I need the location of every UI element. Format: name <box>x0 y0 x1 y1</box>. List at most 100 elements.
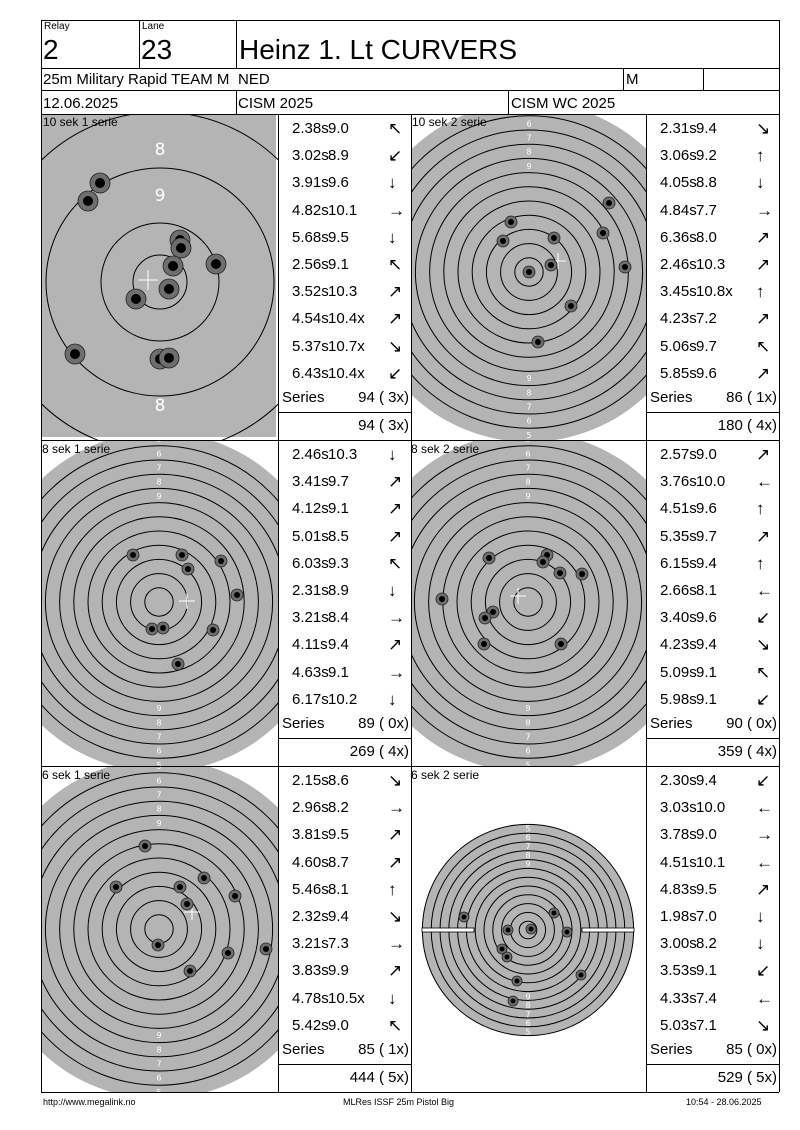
target-ring <box>130 900 188 958</box>
ring-number: 5 <box>525 1028 530 1037</box>
target-ring <box>471 214 587 330</box>
shot-time: 2.38s <box>292 120 329 137</box>
shot-hole-core <box>551 235 557 241</box>
ring-number: 6 <box>526 417 531 426</box>
series-label: Series <box>282 1041 325 1058</box>
shot-hole-core <box>218 558 224 564</box>
shot-direction-icon: ↙ <box>388 146 403 166</box>
shot-score: 9.6 <box>696 500 717 518</box>
shot-score: 10.4x <box>328 310 365 328</box>
shot-direction-icon: ↑ <box>756 282 765 302</box>
shot-time: 3.21s <box>292 609 329 627</box>
shot-time: 6.36s <box>660 228 697 246</box>
shot-time: 2.46s <box>292 446 329 463</box>
ring-number: 6 <box>156 776 161 785</box>
shot-hole-core <box>508 219 514 225</box>
shot-time: 1.98s <box>660 908 697 925</box>
shot-hole-core <box>179 552 185 558</box>
panel-label: 10 sek 2 serie <box>412 115 487 129</box>
shot-hole-core <box>500 238 506 244</box>
shot-score: 7.3 <box>328 935 349 953</box>
shot-hole-core <box>95 178 105 188</box>
target-ring <box>42 800 278 1058</box>
ring-number: 8 <box>156 1045 161 1054</box>
shot-score: 10.3 <box>696 256 726 273</box>
shot-score: 9.1 <box>328 256 349 273</box>
shot-score: 8.2 <box>696 935 717 953</box>
shot-direction-icon: ↗ <box>388 961 403 981</box>
shot-time: 2.96s <box>292 799 329 817</box>
shot-hole-core <box>461 914 467 920</box>
shot-score: 10.0 <box>696 799 726 817</box>
target-ring <box>412 473 646 731</box>
shot-time: 5.46s <box>292 880 329 898</box>
shot-direction-icon: ↙ <box>756 689 771 709</box>
ring-number: 8 <box>526 388 531 397</box>
shot-direction-icon: ↖ <box>756 662 771 682</box>
shot-hole-core <box>557 570 563 576</box>
target-ring <box>144 587 174 617</box>
nation: NED <box>238 71 270 88</box>
shot-score: 9.5 <box>328 228 349 246</box>
shot-hole-core <box>211 259 221 269</box>
shot-direction-icon: ↑ <box>756 553 765 573</box>
shot-hole-core <box>490 609 496 615</box>
shot-score: 8.2 <box>328 799 349 817</box>
shot-direction-icon: ← <box>756 798 773 818</box>
shot-hole-core <box>568 303 574 309</box>
target-ring <box>42 772 278 1086</box>
shot-direction-icon: → <box>388 934 405 954</box>
ring-number: 8 <box>525 1001 530 1010</box>
shot-hole-core <box>551 910 557 916</box>
shot-time: 3.02s <box>292 147 329 165</box>
ring-number: 9 <box>525 860 530 869</box>
panel-label: 10 sek 1 serie <box>43 115 118 129</box>
target-ring <box>100 222 220 342</box>
shot-score: 10.0 <box>696 473 726 491</box>
target-ring <box>412 459 646 745</box>
ring-number: 6 <box>525 1019 530 1028</box>
shot-hole-core <box>168 261 178 271</box>
shot-score: 9.7 <box>696 527 717 545</box>
ring-number: 9 <box>156 492 161 501</box>
shot-hole-core <box>481 641 487 647</box>
shot-time: 5.01s <box>292 527 329 545</box>
shot-score: 8.1 <box>328 880 349 898</box>
ring-number: 7 <box>525 464 530 473</box>
shot-hole-core <box>234 592 240 598</box>
target-ring <box>45 167 275 397</box>
ring-number: 9 <box>525 992 530 1001</box>
running-total: 359 ( 4x) <box>717 743 777 760</box>
shot-time: 3.40s <box>660 609 697 627</box>
shot-time: 6.03s <box>292 554 329 572</box>
shot-hole-core <box>526 269 532 275</box>
shot-direction-icon: ↗ <box>756 445 771 464</box>
target-6sek-1: 5 5 6 6 7 7 8 8 9 9 <box>42 767 278 1092</box>
shot-time: 2.66s <box>660 582 697 599</box>
shot-hole-core <box>579 571 585 577</box>
ring-number: 7 <box>156 733 161 742</box>
shot-score: 9.4 <box>696 636 717 654</box>
shot-score: 9.0 <box>696 826 717 844</box>
shot-score: 9.0 <box>328 1016 349 1034</box>
shot-time: 4.33s <box>660 989 697 1007</box>
shot-direction-icon: → <box>388 200 405 220</box>
target-ring <box>59 502 259 702</box>
shot-direction-icon: ↗ <box>388 499 403 519</box>
shot-hole-core <box>499 946 505 952</box>
ring-number: 8 <box>525 718 530 727</box>
target-8sek-2: 5 5 6 6 7 7 8 8 9 9 <box>412 441 646 766</box>
shot-score: 10.8x <box>696 283 733 301</box>
shot-hole-core <box>232 893 238 899</box>
shot-score: 8.6 <box>328 772 349 789</box>
lane-label: Lane <box>142 21 165 32</box>
shot-score: 9.4 <box>696 554 717 572</box>
relay-label: Relay <box>44 21 70 32</box>
target-ring <box>500 243 558 301</box>
shot-score: 9.0 <box>696 446 717 463</box>
shot-direction-icon: ↓ <box>388 227 397 247</box>
shot-direction-icon: ↘ <box>756 1015 771 1035</box>
shot-score: 9.4 <box>696 772 717 789</box>
target-ring <box>518 920 538 940</box>
